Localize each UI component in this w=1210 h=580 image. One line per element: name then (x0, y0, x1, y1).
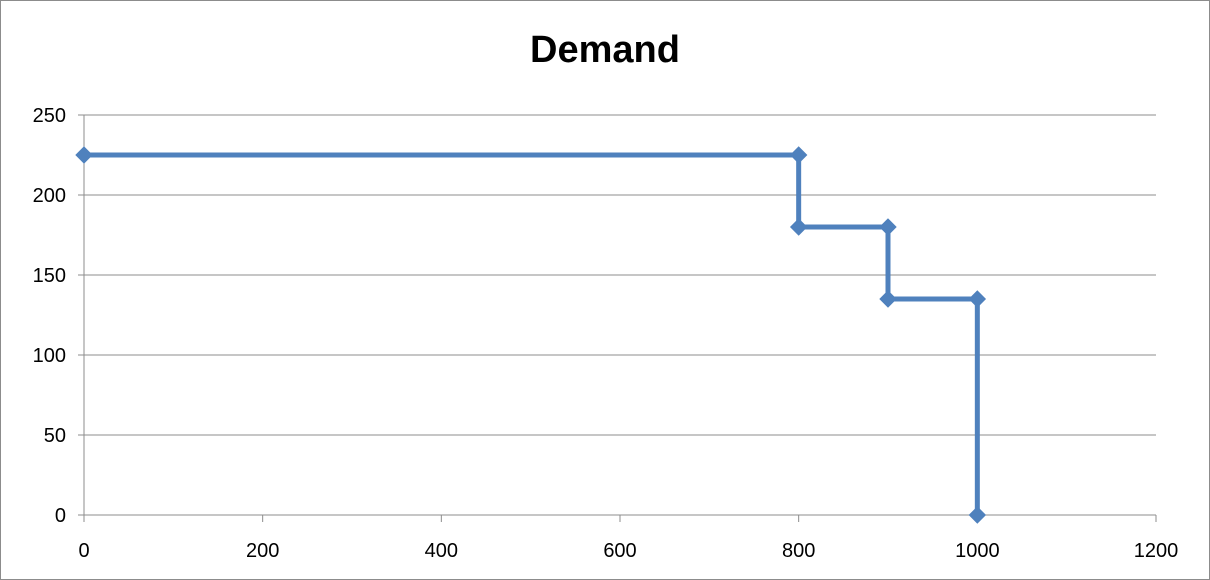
x-tick-label: 200 (246, 540, 279, 562)
y-tick-label: 200 (33, 185, 66, 207)
data-point-marker (789, 218, 808, 236)
data-point-marker (879, 290, 897, 308)
y-tick-label: 50 (44, 425, 66, 447)
y-tick-label: 100 (33, 345, 66, 367)
data-point-marker (75, 146, 93, 164)
x-tick-label: 400 (425, 540, 458, 562)
data-point-marker (968, 290, 987, 308)
x-tick-label: 1200 (1134, 540, 1179, 562)
tick-labels: 0 50 100 150 200 250 0 200 400 600 800 1000 1200 (33, 105, 1179, 562)
x-tick-label: 1000 (955, 540, 1000, 562)
y-tick-label: 150 (33, 265, 66, 287)
x-tick-label: 600 (603, 540, 636, 562)
y-tick-label: 0 (55, 505, 66, 527)
gridlines (84, 114, 1156, 436)
axes (78, 114, 1157, 522)
data-point-marker (968, 506, 987, 524)
chart-title: Demand (530, 29, 680, 71)
x-tick-label: 800 (782, 540, 815, 562)
x-tick-label: 0 (78, 540, 89, 562)
data-point-marker (789, 146, 808, 164)
series-layer (75, 146, 987, 524)
y-tick-label: 250 (33, 105, 66, 127)
series-line (84, 152, 980, 515)
data-point-marker (879, 218, 897, 236)
